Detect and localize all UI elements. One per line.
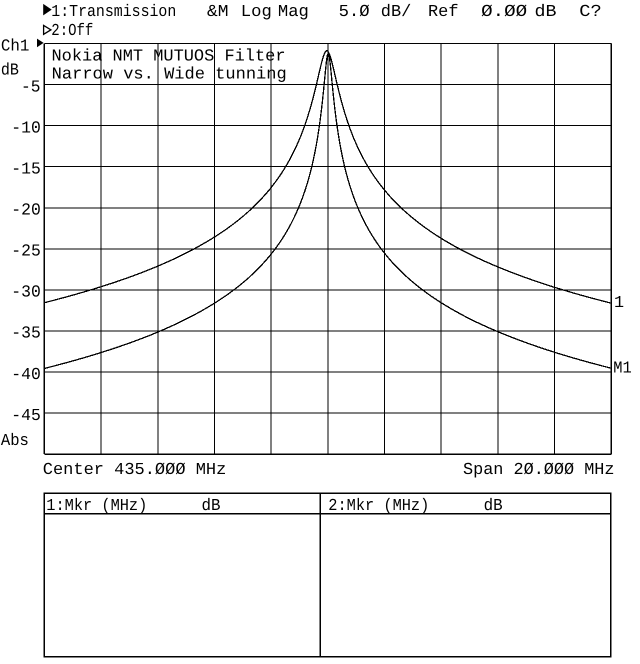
- svg-text:2:Off: 2:Off: [51, 22, 93, 41]
- svg-text:1: 1: [614, 294, 624, 313]
- svg-text:Abs: Abs: [1, 432, 29, 451]
- svg-text:dB: dB: [535, 3, 557, 22]
- svg-text:C?: C?: [579, 3, 602, 22]
- svg-text:Narrow vs. Wide tunning: Narrow vs. Wide tunning: [52, 65, 287, 84]
- svg-text:-15: -15: [11, 160, 41, 179]
- svg-text:Ch1: Ch1: [1, 37, 30, 56]
- svg-text:-5: -5: [21, 78, 41, 97]
- svg-text:1:Transmission: 1:Transmission: [51, 3, 176, 22]
- svg-text:dB: dB: [202, 497, 221, 516]
- svg-text:1:Mkr (MHz): 1:Mkr (MHz): [46, 497, 147, 516]
- svg-text:2:Mkr (MHz): 2:Mkr (MHz): [328, 497, 429, 516]
- svg-text:-40: -40: [11, 366, 41, 385]
- svg-text:-10: -10: [11, 119, 41, 138]
- svg-text:Nokia NMT MUTUOS Filter: Nokia NMT MUTUOS Filter: [52, 48, 286, 67]
- svg-text:-25: -25: [11, 243, 41, 262]
- svg-text:-20: -20: [11, 202, 41, 221]
- svg-text:Log: Log: [241, 3, 272, 22]
- svg-text:dB: dB: [484, 497, 503, 516]
- svg-text:-45: -45: [11, 407, 41, 426]
- svg-text:5.Ø: 5.Ø: [339, 3, 370, 22]
- svg-text:M1: M1: [613, 360, 632, 379]
- svg-text:&M: &M: [207, 3, 229, 22]
- svg-text:Center 435.ØØØ MHz: Center 435.ØØØ MHz: [43, 461, 226, 480]
- svg-text:Ø.ØØ: Ø.ØØ: [481, 3, 527, 22]
- svg-text:Ref: Ref: [428, 3, 459, 22]
- svg-text:-30: -30: [11, 284, 41, 303]
- svg-text:dB: dB: [1, 62, 19, 81]
- svg-text:Span 2Ø.ØØØ MHz: Span 2Ø.ØØØ MHz: [463, 461, 615, 480]
- svg-text:-35: -35: [11, 325, 41, 344]
- svg-text:Mag: Mag: [278, 3, 309, 22]
- svg-text:dB/: dB/: [381, 3, 412, 22]
